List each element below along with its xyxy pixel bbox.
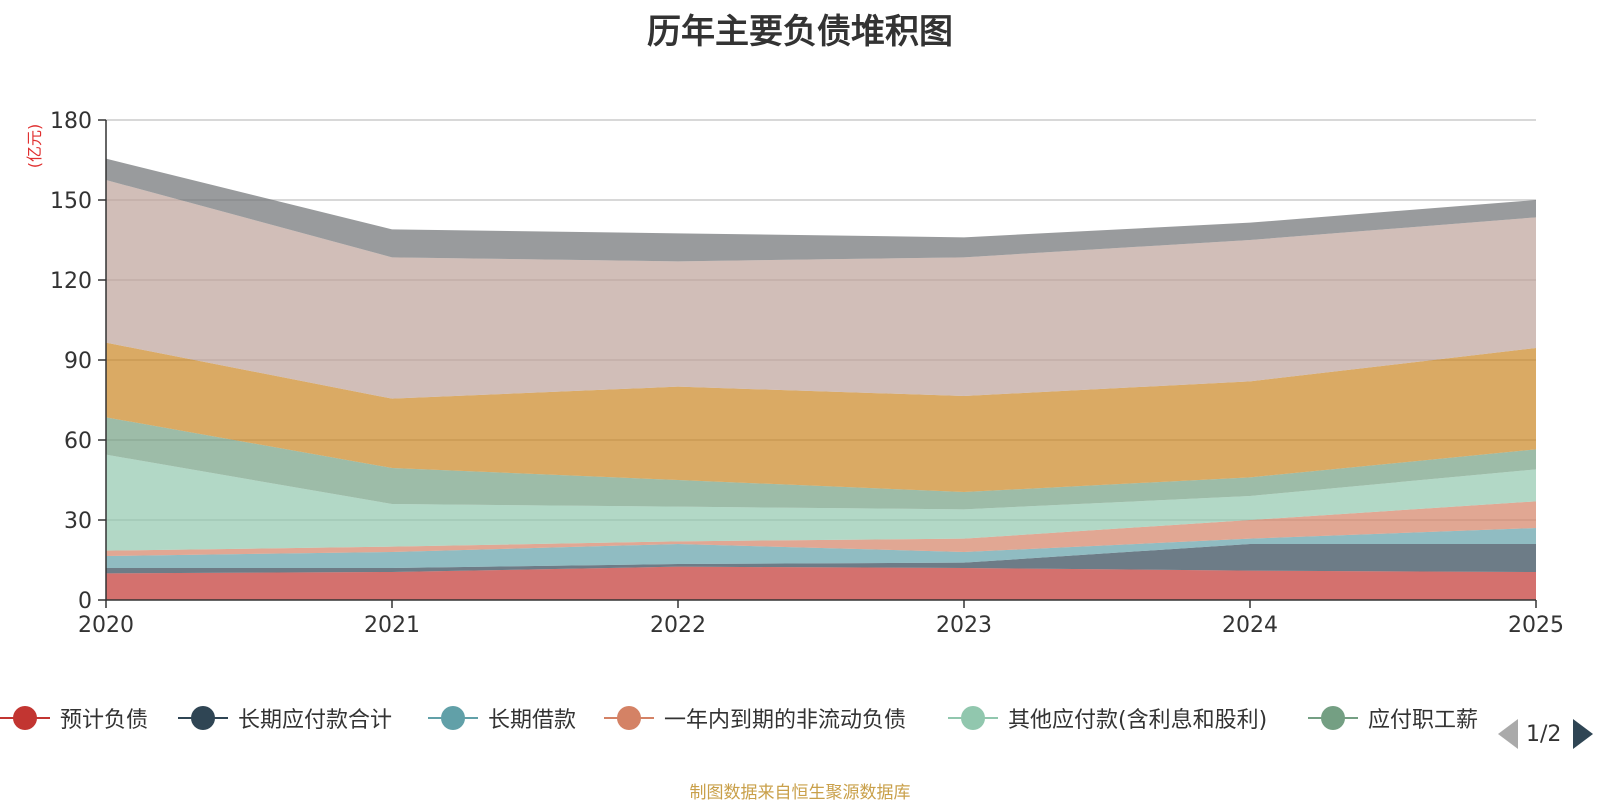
legend-swatch-icon xyxy=(0,700,50,736)
legend-swatch-icon xyxy=(428,700,478,736)
area-series-6 xyxy=(106,342,1536,492)
y-tick-label: 120 xyxy=(50,269,92,294)
area-series-4 xyxy=(106,454,1536,551)
legend-label: 长期借款 xyxy=(488,708,577,733)
legend-label: 一年内到期的非流动负债 xyxy=(664,708,907,733)
legend: 预计负债 长期应付款合计 长期借款 一年内到期的非流动负债 其他应付款(含利息和… xyxy=(0,700,1480,736)
y-tick-label: 60 xyxy=(64,429,92,454)
stacked-area-chart: 0 30 60 90 120 150 180 2020 2021 2022 2023 2024 2025… xyxy=(25,109,1564,638)
y-tick-label: 90 xyxy=(64,349,92,374)
legend-item-1[interactable]: 长期应付款合计 xyxy=(178,700,392,736)
legend-pager: 1/2 xyxy=(1498,716,1594,752)
area-series-8 xyxy=(106,158,1536,262)
legend-swatch-icon xyxy=(604,700,654,736)
legend-swatch-icon xyxy=(948,700,998,736)
legend-item-4[interactable]: 其他应付款(含利息和股利) xyxy=(948,700,1267,736)
legend-label: 长期应付款合计 xyxy=(238,708,393,733)
x-tick-label: 2020 xyxy=(78,613,134,638)
legend-item-0[interactable]: 预计负债 xyxy=(0,700,148,736)
area-series-0 xyxy=(106,566,1536,600)
legend-label: 预计负债 xyxy=(60,708,149,733)
x-tick-label: 2025 xyxy=(1508,613,1564,638)
area-series-5 xyxy=(106,417,1536,510)
data-source-note: 制图数据来自恒生聚源数据库 xyxy=(689,783,911,803)
legend-label: 其他应付款(含利息和股利) xyxy=(1008,708,1268,733)
legend-item-5[interactable]: 应付职工薪 xyxy=(1308,700,1478,736)
legend-next-page-icon[interactable] xyxy=(1573,719,1594,749)
y-axis-unit-label: (亿元) xyxy=(25,124,44,169)
legend-label: 应付职工薪 xyxy=(1368,708,1479,733)
area-series-3 xyxy=(106,501,1536,556)
x-tick-label: 2022 xyxy=(650,613,706,638)
legend-item-2[interactable]: 长期借款 xyxy=(428,700,576,736)
y-tick-label: 0 xyxy=(78,589,92,614)
legend-swatch-icon xyxy=(178,700,228,736)
area-series-1 xyxy=(106,544,1536,574)
area-series-7 xyxy=(106,180,1536,399)
x-tick-label: 2024 xyxy=(1222,613,1278,638)
legend-page-indicator: 1/2 xyxy=(1526,721,1562,747)
legend-prev-page-icon[interactable] xyxy=(1498,719,1518,749)
y-tick-label: 150 xyxy=(50,189,92,214)
legend-item-3[interactable]: 一年内到期的非流动负债 xyxy=(604,700,906,736)
x-tick-label: 2021 xyxy=(364,613,420,638)
legend-swatch-icon xyxy=(1308,700,1358,736)
chart-title: 历年主要负债堆积图 xyxy=(647,12,953,52)
y-tick-label: 30 xyxy=(64,509,92,534)
y-tick-label: 180 xyxy=(50,109,92,134)
x-tick-label: 2023 xyxy=(936,613,992,638)
